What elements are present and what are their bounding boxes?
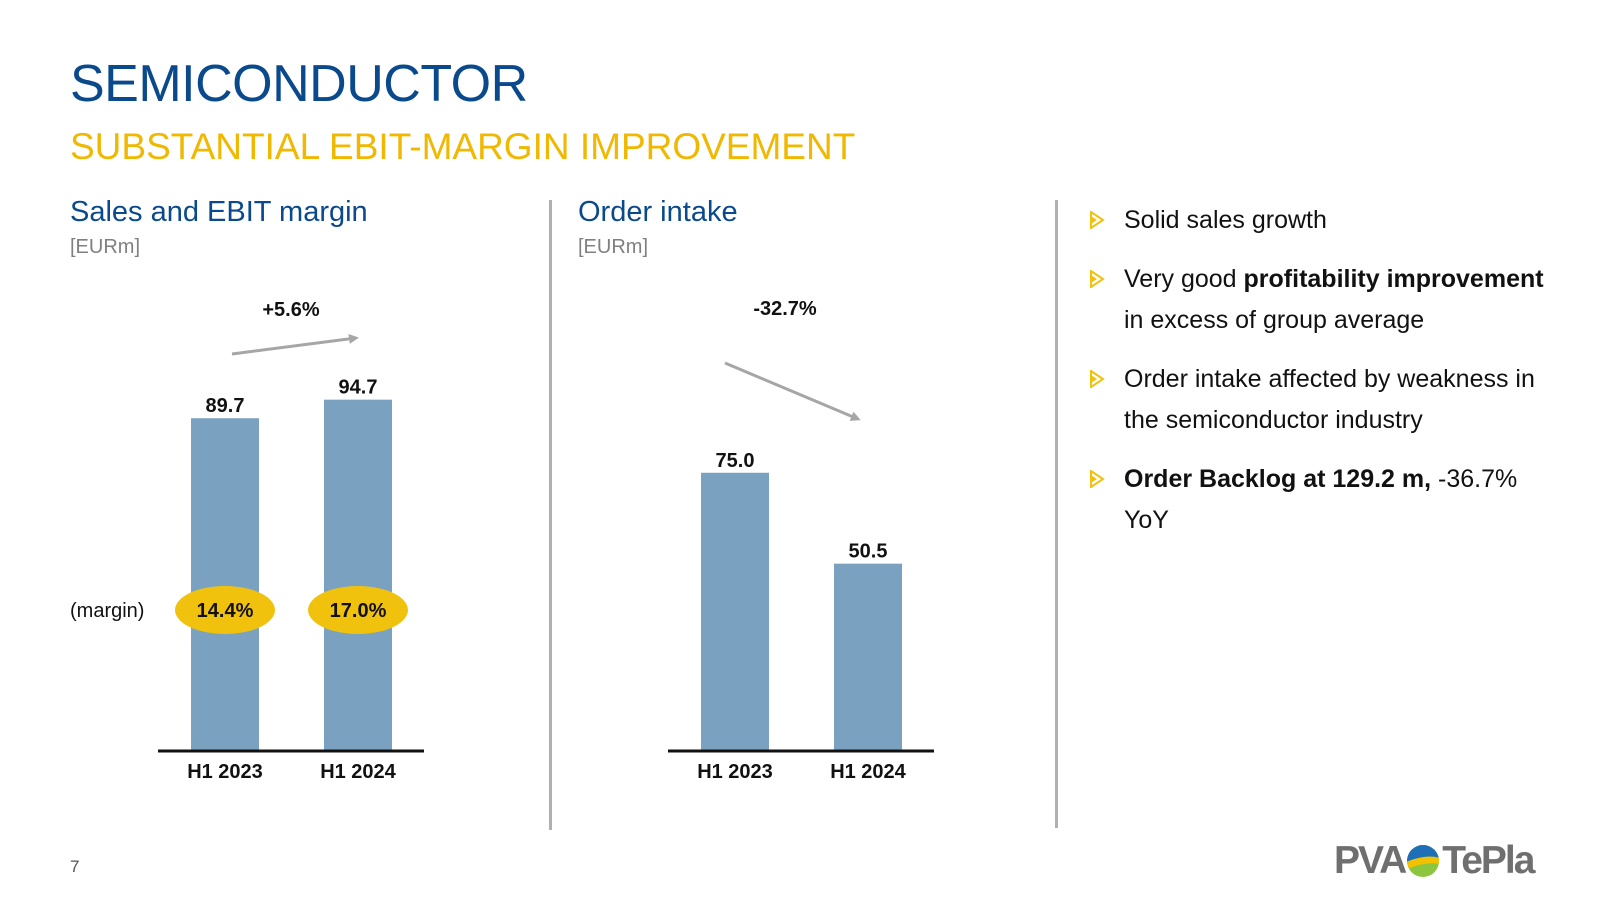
sales-trend-arrow [231, 333, 359, 356]
logo-globe-icon [1407, 845, 1440, 877]
orders-category-label-1: H1 2023 [697, 761, 773, 783]
orders-chart-title: Order intake [578, 196, 738, 228]
pva-tepla-logo: PVA TePla [1334, 837, 1535, 885]
sales-chart-title: Sales and EBIT margin [70, 196, 368, 228]
sales-margin-badge-2 [308, 586, 408, 634]
orders-bar-1 [701, 472, 769, 751]
bullet-text: Solid sales growth [1124, 206, 1327, 234]
bullet-text: Order Backlog at 129.2 m, [1124, 465, 1432, 493]
sales-category-label-1: H1 2023 [187, 761, 263, 783]
orders-trend-label: -32.7% [753, 298, 817, 320]
bullet-item: Order Backlog at 129.2 m, -36.7% YoY [1090, 459, 1560, 541]
orders-bar-2 [834, 563, 902, 751]
sales-value-label-2: 94.7 [339, 377, 378, 399]
slide-subtitle: SUBSTANTIAL EBIT-MARGIN IMPROVEMENT [70, 126, 856, 167]
divider-left [549, 200, 552, 830]
sales-margin-label: (margin) [70, 600, 144, 622]
orders-value-label-1: 75.0 [716, 450, 755, 472]
sales-category-label-2: H1 2024 [320, 761, 396, 783]
triangle-bullet-icon [1090, 470, 1105, 488]
sales-chart-unit: [EURm] [70, 236, 140, 258]
bullet-text: Order intake affected by weakness in the… [1124, 365, 1535, 434]
sales-margin-value-1: 14.4% [197, 600, 254, 622]
sales-ebit-chart: 89.7 H1 2023 94.7 H1 2024 (margin) 14.4% 17.0%… [70, 299, 424, 783]
sales-trend-label: +5.6% [262, 299, 319, 321]
sales-margin-badge-1 [175, 586, 275, 634]
orders-trend-arrow [724, 361, 861, 421]
sales-value-label-1: 89.7 [206, 395, 245, 417]
triangle-bullet-icon [1090, 270, 1105, 288]
sales-margin-value-2: 17.0% [330, 600, 387, 622]
bullet-text: in excess of group average [1124, 306, 1425, 334]
triangle-bullet-icon [1090, 370, 1105, 388]
sales-bar-2 [324, 399, 392, 751]
bullet-item: Solid sales growth [1090, 200, 1560, 241]
logo-text-left: PVA [1334, 839, 1407, 882]
page-number: 7 [70, 857, 80, 876]
bullet-item: Order intake affected by weakness in the… [1090, 359, 1560, 441]
order-intake-chart: 75.0 H1 2023 50.5 H1 2024 -32.7% [668, 298, 934, 783]
divider-right [1055, 200, 1058, 828]
sales-bar-1 [191, 418, 259, 751]
triangle-bullet-icon [1090, 211, 1105, 229]
bullet-item: Very good profitability improvement in e… [1090, 259, 1560, 341]
orders-value-label-2: 50.5 [849, 541, 888, 563]
orders-chart-unit: [EURm] [578, 236, 648, 258]
bullet-text: -36.7% YoY [1124, 465, 1518, 534]
orders-category-label-2: H1 2024 [830, 761, 906, 783]
bullet-text: Very good [1124, 265, 1244, 293]
key-points-list: Solid sales growth Very good profitabilit… [1090, 200, 1560, 559]
logo-text-right: TePla [1442, 839, 1535, 882]
slide-title: SEMICONDUCTOR [70, 55, 528, 113]
bullet-text: profitability improvement [1243, 265, 1544, 293]
